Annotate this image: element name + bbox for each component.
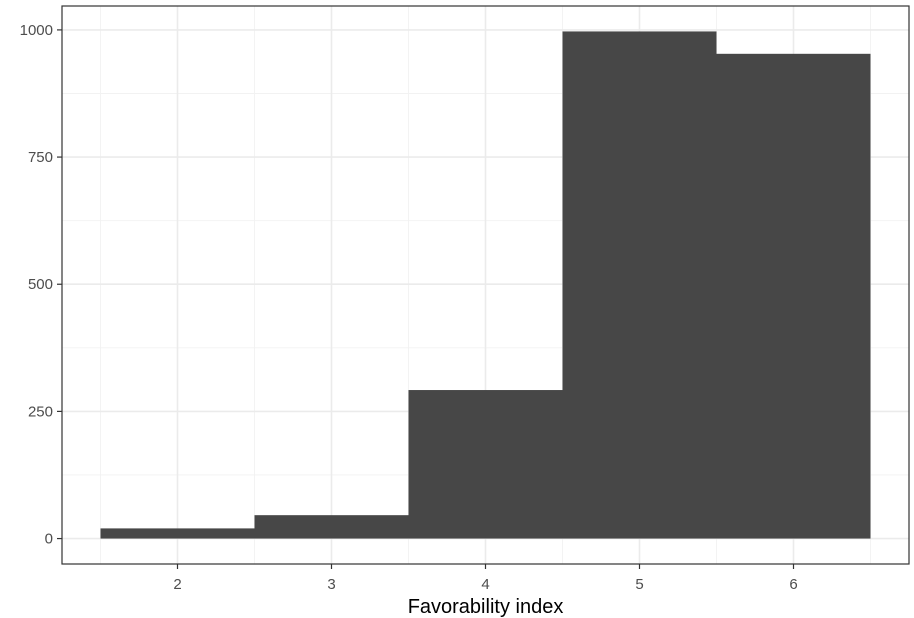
bar: [100, 528, 255, 539]
bar: [254, 515, 409, 539]
y-tick-label: 0: [45, 531, 53, 548]
histogram-bars: [100, 31, 871, 539]
bar: [408, 390, 563, 539]
x-tick-label: 5: [635, 576, 643, 593]
x-axis-title: Favorability index: [408, 596, 564, 618]
y-tick-label: 500: [28, 276, 53, 293]
x-tick-label: 4: [481, 576, 489, 593]
x-tick-label: 3: [327, 576, 335, 593]
x-tick-label: 6: [789, 576, 797, 593]
bar: [562, 31, 717, 539]
y-tick-label: 250: [28, 403, 53, 420]
x-tick-label: 2: [173, 576, 181, 593]
y-tick-label: 1000: [20, 22, 53, 39]
y-tick-label: 750: [28, 149, 53, 166]
y-axis: 0 250 500 750 1000: [20, 22, 62, 548]
bar: [716, 53, 871, 539]
x-axis: 2 3 4 5 6: [173, 564, 798, 593]
